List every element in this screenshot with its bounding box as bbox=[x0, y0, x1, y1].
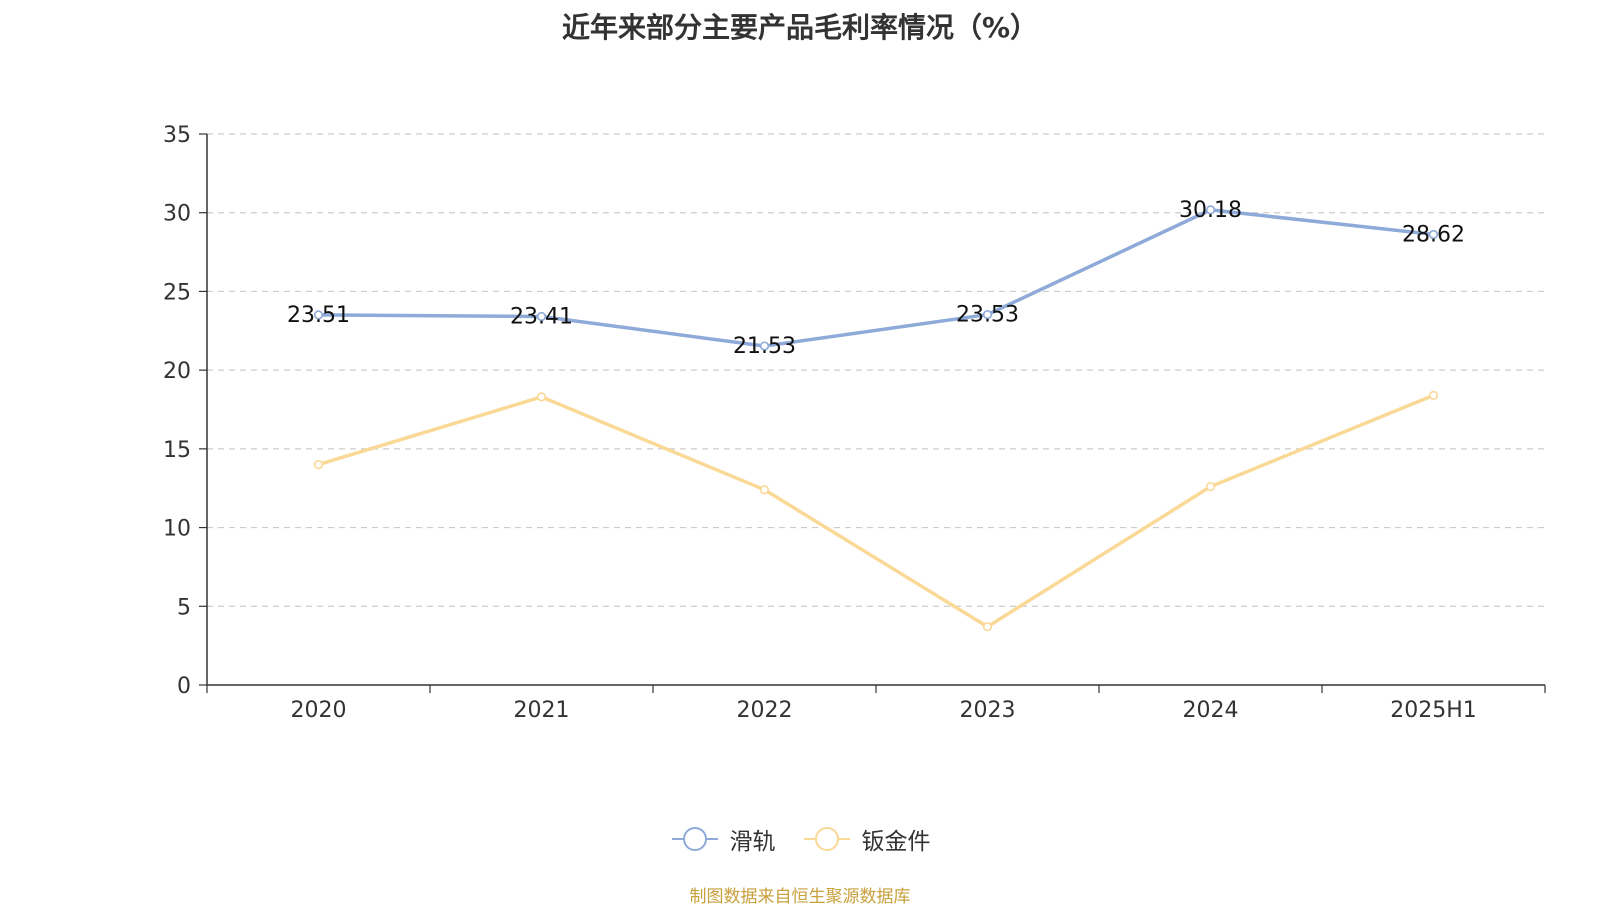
series-0-point-0 bbox=[313, 310, 324, 320]
series-line-1 bbox=[317, 393, 1435, 629]
y-tick-label-10: 10 bbox=[163, 517, 191, 542]
y-tick-label-25: 25 bbox=[163, 280, 191, 305]
series-0-point-3 bbox=[982, 309, 993, 320]
chart-title: 近年来部分主要产品毛利率情况（%） bbox=[561, 11, 1039, 44]
legend-swatch-slide-rail bbox=[671, 827, 718, 851]
series-0-data-label-2: 21.53 bbox=[733, 334, 796, 359]
series-0-data-label-3: 23.53 bbox=[956, 303, 1019, 328]
series-1-point-3 bbox=[982, 622, 993, 632]
series-1-point-2 bbox=[759, 485, 770, 495]
y-tick-label-0: 0 bbox=[177, 674, 191, 699]
legend-swatch-sheet-metal bbox=[803, 827, 850, 851]
series-0-point-1 bbox=[536, 311, 547, 322]
x-tick-label-2023: 2023 bbox=[960, 698, 1016, 723]
series-line-0 bbox=[318, 208, 1434, 348]
series-0-point-4 bbox=[1205, 205, 1216, 215]
series-0-point-2 bbox=[759, 341, 770, 351]
series-1-point-1 bbox=[536, 392, 547, 402]
y-tick-label-5: 5 bbox=[177, 595, 191, 620]
legend-item-slide-rail[interactable]: 滑轨 bbox=[670, 822, 776, 856]
x-tick-label-2025H1: 2025H1 bbox=[1390, 698, 1477, 723]
source-note: 制图数据来自恒生聚源数据库 bbox=[689, 887, 911, 907]
y-tick-label-20: 20 bbox=[163, 359, 191, 384]
series-0-data-label-0: 23.51 bbox=[287, 303, 350, 328]
series-1-point-4 bbox=[1205, 482, 1216, 492]
y-tick-label-15: 15 bbox=[163, 438, 191, 463]
x-tick-label-2020: 2020 bbox=[291, 698, 347, 723]
series-0-data-label-4: 30.18 bbox=[1179, 198, 1242, 223]
y-tick-label-35: 35 bbox=[163, 123, 191, 148]
series-0-data-label-5: 28.62 bbox=[1402, 222, 1465, 247]
series-1-point-5 bbox=[1428, 390, 1439, 400]
legend: 滑轨 钣金件 bbox=[0, 822, 1600, 856]
y-tick-label-30: 30 bbox=[163, 202, 191, 227]
legend-item-sheet-metal[interactable]: 钣金件 bbox=[802, 822, 931, 856]
series-0-point-5 bbox=[1428, 229, 1439, 240]
series-0-data-label-1: 23.41 bbox=[510, 304, 573, 329]
x-tick-label-2024: 2024 bbox=[1183, 698, 1239, 723]
x-tick-label-2022: 2022 bbox=[737, 698, 793, 723]
legend-label-sheet-metal: 钣金件 bbox=[861, 829, 931, 855]
x-tick-label-2021: 2021 bbox=[514, 698, 570, 723]
legend-label-slide-rail: 滑轨 bbox=[729, 829, 776, 855]
line-chart: 0 5 10 15 20 25 30 35 2020 2021 2022 2023 2024 2025H1… bbox=[163, 123, 1546, 723]
series-1-point-0 bbox=[313, 460, 324, 470]
